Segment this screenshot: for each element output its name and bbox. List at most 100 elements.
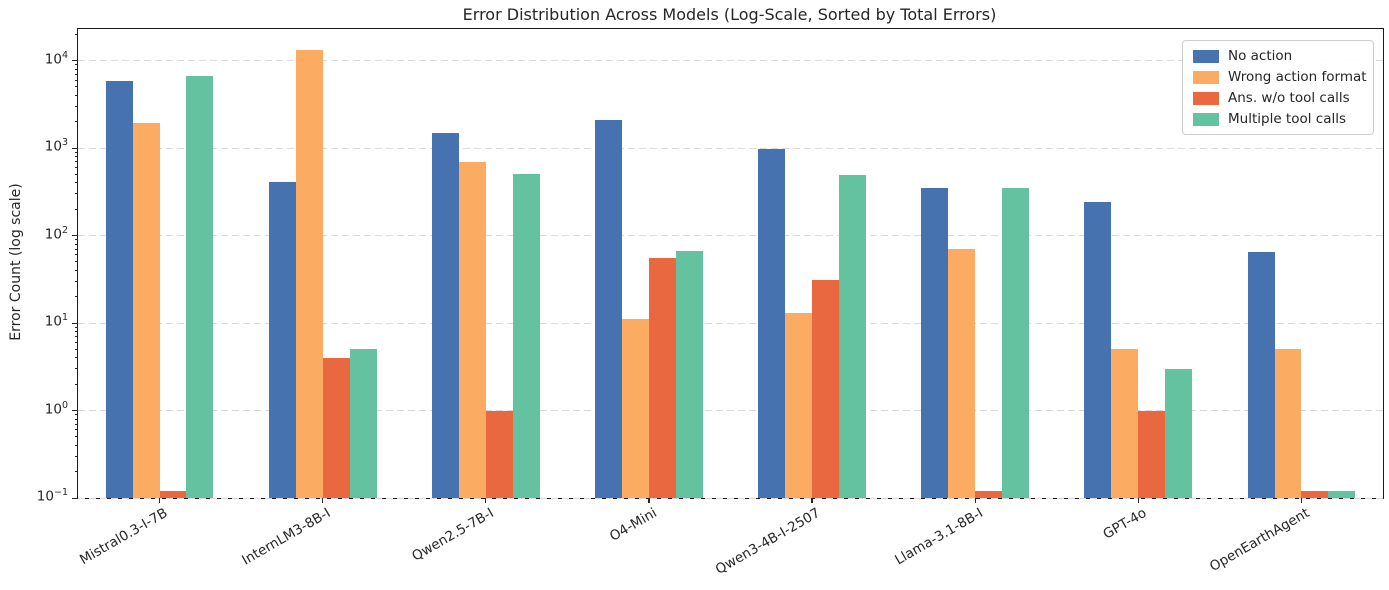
x-tick-label: Qwen3-4B-I-2507 [712,505,824,578]
y-axis-minor-tick [74,414,78,416]
bar-s0-c4 [758,148,786,498]
y-axis-minor-tick [74,280,78,282]
x-axis-tick [1300,498,1303,503]
legend-item: Wrong action format [1193,69,1367,85]
legend-swatch [1193,70,1219,84]
y-axis-minor-tick [74,33,78,35]
y-tick-label: 101 [44,312,68,330]
x-tick-label: GPT-4o [1100,505,1150,543]
y-axis-minor-tick [74,444,78,446]
y-axis-minor-tick [74,455,78,457]
y-axis-minor-tick [74,68,78,70]
bar-s2-c0 [159,491,187,498]
legend-swatch [1193,49,1219,63]
y-axis-minor-tick [74,341,78,343]
bar-s2-c1 [322,357,350,498]
x-tick-label: Qwen2.5-7B-I [409,505,497,565]
y-tick-label: 100 [44,399,68,418]
y-axis-minor-tick [74,167,78,169]
bar-s1-c0 [132,122,160,498]
legend-label: Wrong action format [1228,69,1367,85]
gridline [78,322,1383,324]
y-axis-minor-tick [74,296,78,298]
gridline [78,147,1383,149]
y-axis-minor-tick [74,368,78,370]
y-axis-minor-tick [74,151,78,153]
gridline [78,235,1383,237]
bar-s0-c5 [921,187,949,498]
legend: No action Wrong action format Ans. w/o too… [1182,40,1374,135]
y-axis-minor-tick [74,243,78,245]
y-axis-minor-tick [74,79,78,81]
y-axis-minor-tick [74,471,78,473]
x-tick-label: Mistral0.3-I-7B [77,505,171,569]
x-tick-label: OpenEarthAgent [1207,505,1313,575]
y-axis-minor-tick [74,336,78,338]
y-axis-minor-tick [74,208,78,210]
bar-s2-c5 [975,491,1003,498]
bar-s2-c7 [1301,491,1329,498]
bar-s0-c6 [1084,202,1112,498]
y-axis-minor-tick [74,423,78,425]
y-axis-minor-tick [74,173,78,175]
y-axis-minor-tick [74,418,78,420]
bar-s0-c1 [268,181,296,498]
legend-swatch [1193,91,1219,105]
legend-item: No action [1193,48,1363,64]
y-tick-label: 104 [44,49,68,68]
x-axis-tick [974,498,976,503]
bar-s2-c3 [648,257,676,498]
y-axis-minor-tick [74,429,78,431]
gridline [78,497,1383,499]
y-axis-minor-tick [74,254,78,256]
y-axis-minor-tick [74,161,78,163]
chart-title: Error Distribution Across Models (Log-Sc… [462,5,997,24]
y-axis-minor-tick [74,86,78,88]
legend-label: No action [1228,48,1293,64]
bar-s1-c3 [622,319,649,498]
bar-s3-c3 [675,251,703,498]
y-axis-minor-tick [74,348,78,350]
y-axis-minor-tick [74,121,78,123]
bar-s3-c1 [349,349,377,498]
bar-s3-c7 [1328,491,1356,498]
y-axis-minor-tick [74,248,78,250]
bar-s0-c0 [105,80,133,498]
y-axis-major-tick [72,497,78,499]
y-axis-minor-tick [74,182,78,184]
bar-s1-c4 [785,313,813,498]
y-axis-minor-tick [74,326,78,328]
bar-s0-c2 [431,132,459,498]
x-tick-label: O4-Mini [607,505,660,545]
bar-s3-c6 [1165,368,1193,498]
bar-s0-c7 [1247,251,1275,498]
legend-item: Multiple tool calls [1193,111,1363,127]
bar-s1-c2 [458,161,486,498]
y-axis-minor-tick [74,193,78,195]
legend-label: Multiple tool calls [1228,111,1346,127]
y-axis-minor-tick [74,239,78,241]
legend-item: Ans. w/o tool calls [1193,90,1363,106]
legend-label: Ans. w/o tool calls [1228,90,1350,106]
y-axis-minor-tick [74,105,78,107]
y-axis-minor-tick [74,269,78,271]
x-tick-label: Llama-3.1-8B-I [892,505,987,569]
bar-s1-c6 [1111,349,1139,498]
y-axis-minor-tick [74,383,78,385]
x-tick-label: InternLM3-8B-I [239,505,334,569]
y-axis-minor-tick [74,331,78,333]
y-axis-minor-tick [74,156,78,158]
bar-s2-c2 [485,410,513,498]
bar-s3-c2 [512,173,540,498]
y-axis-minor-tick [74,64,78,66]
x-axis-tick [811,498,813,503]
y-axis-label: Error Count (log scale) [8,183,24,341]
bar-s2-c6 [1138,410,1166,498]
bar-s3-c0 [186,75,214,498]
y-axis-minor-tick [74,436,78,438]
bar-s2-c4 [812,280,839,498]
x-axis-tick [648,498,650,503]
x-axis-tick [158,498,161,503]
y-axis-major-tick [72,410,78,412]
